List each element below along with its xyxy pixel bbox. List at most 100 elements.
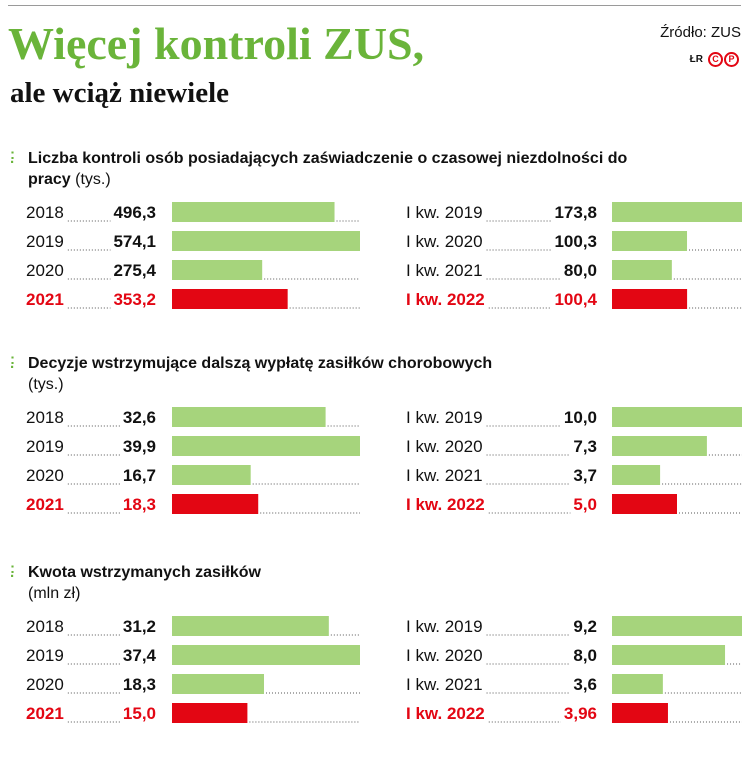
value-label: 39,9: [123, 437, 156, 456]
category-label: 2021: [26, 704, 64, 723]
bar-row: 2020 275,4: [26, 260, 360, 280]
bar: [612, 616, 742, 636]
value-label: 31,2: [123, 617, 156, 636]
bullet-icon: : ·: [10, 146, 15, 171]
section-unit: (tys.): [28, 376, 64, 393]
bar-row: I kw. 2019 9,2: [406, 616, 742, 636]
category-label: I kw. 2019: [406, 408, 483, 427]
bar-row: I kw. 2019 173,8: [406, 202, 742, 222]
bar: [612, 260, 672, 280]
value-label: 100,4: [554, 290, 597, 309]
section-unit: (mln zł): [28, 585, 81, 602]
bar-row: 2019 574,1: [26, 231, 360, 251]
bar: [612, 407, 742, 427]
value-label: 100,3: [554, 232, 597, 251]
chart-kwota: 2018 31,2 2019 37,4 2020 18,3 2021 15,0 I kw. 20…: [26, 616, 742, 723]
page-title: Więcej kontroli ZUS,: [8, 18, 425, 69]
category-label: 2021: [26, 290, 64, 309]
section-unit: (tys.): [75, 171, 111, 188]
value-label: 3,7: [573, 466, 597, 485]
bar-row: I kw. 2021 3,7: [406, 465, 742, 485]
section-title: Liczba kontroli osób posiadających zaświ…: [28, 150, 628, 188]
bar-row: 2018 31,2: [26, 616, 360, 636]
source-note: Źródło: ZUS: [660, 24, 741, 41]
category-label: 2020: [26, 675, 64, 694]
value-label: 32,6: [123, 408, 156, 427]
bar-row: I kw. 2022 3,96: [406, 703, 742, 723]
bar-highlight: [612, 703, 668, 723]
bar: [612, 645, 726, 665]
bar: [612, 674, 663, 694]
category-label: 2019: [26, 232, 64, 251]
value-label: 15,0: [123, 704, 156, 723]
category-label: 2018: [26, 408, 64, 427]
top-rule: [8, 5, 741, 6]
bar: [172, 436, 360, 456]
category-label: 2019: [26, 646, 64, 665]
value-label: 353,2: [113, 290, 156, 309]
category-label: I kw. 2022: [406, 290, 485, 309]
bar: [172, 645, 360, 665]
bar: [172, 407, 326, 427]
category-label: I kw. 2019: [406, 203, 483, 222]
category-label: I kw. 2021: [406, 466, 483, 485]
category-label: I kw. 2020: [406, 232, 483, 251]
page-subtitle: ale wciąż niewiele: [10, 77, 230, 109]
section-header: : · Kwota wstrzymanych zasiłków (mln zł): [10, 560, 261, 604]
category-label: 2020: [26, 261, 64, 280]
value-label: 3,6: [573, 675, 597, 694]
bar-row: I kw. 2021 3,6: [406, 674, 742, 694]
bar: [172, 465, 251, 485]
bar-row: 2020 16,7: [26, 465, 360, 485]
bar: [612, 231, 688, 251]
bar-row: 2018 496,3: [26, 202, 360, 222]
value-label: 7,3: [573, 437, 597, 456]
category-label: 2018: [26, 203, 64, 222]
value-label: 5,0: [573, 495, 597, 514]
bar-row: I kw. 2019 10,0: [406, 407, 742, 427]
category-label: I kw. 2019: [406, 617, 483, 636]
bar: [172, 202, 335, 222]
bullet-icon: : ·: [10, 351, 15, 376]
category-label: I kw. 2022: [406, 704, 485, 723]
bar-highlight: [172, 494, 259, 514]
value-label: 37,4: [123, 646, 157, 665]
section-header: : · Decyzje wstrzymujące dalszą wypłatę z…: [10, 351, 493, 395]
bar: [612, 202, 742, 222]
value-label: 8,0: [573, 646, 597, 665]
bullet-icon: : ·: [10, 560, 15, 585]
value-label: 9,2: [573, 617, 597, 636]
category-label: 2018: [26, 617, 64, 636]
section-title: Kwota wstrzymanych zasiłków: [28, 564, 261, 581]
section-title: Decyzje wstrzymujące dalszą wypłatę zasi…: [28, 355, 493, 372]
bar-highlight: [612, 494, 677, 514]
bar-row: I kw. 2022 5,0: [406, 494, 742, 514]
value-label: 18,3: [123, 495, 156, 514]
bar-row: 2018 32,6: [26, 407, 360, 427]
bar: [172, 674, 264, 694]
bar: [172, 260, 263, 280]
bar-row: 2021 18,3: [26, 494, 360, 514]
bar-row: 2021 353,2: [26, 289, 360, 309]
bar-highlight: [612, 289, 688, 309]
bar-row: I kw. 2022 100,4: [406, 289, 742, 309]
bar-row: 2019 39,9: [26, 436, 360, 456]
bar: [612, 465, 661, 485]
value-label: 173,8: [554, 203, 597, 222]
bar-highlight: [172, 703, 248, 723]
category-label: I kw. 2020: [406, 437, 483, 456]
credit-initials: ŁR: [689, 54, 703, 65]
value-label: 10,0: [564, 408, 597, 427]
bar-highlight: [172, 289, 288, 309]
category-label: 2020: [26, 466, 64, 485]
category-label: 2021: [26, 495, 64, 514]
value-label: 3,96: [564, 704, 597, 723]
category-label: I kw. 2021: [406, 675, 483, 694]
bar: [172, 616, 329, 636]
bar-row: I kw. 2020 100,3: [406, 231, 742, 251]
value-label: 275,4: [113, 261, 156, 280]
bar-row: I kw. 2020 8,0: [406, 645, 742, 665]
category-label: 2019: [26, 437, 64, 456]
